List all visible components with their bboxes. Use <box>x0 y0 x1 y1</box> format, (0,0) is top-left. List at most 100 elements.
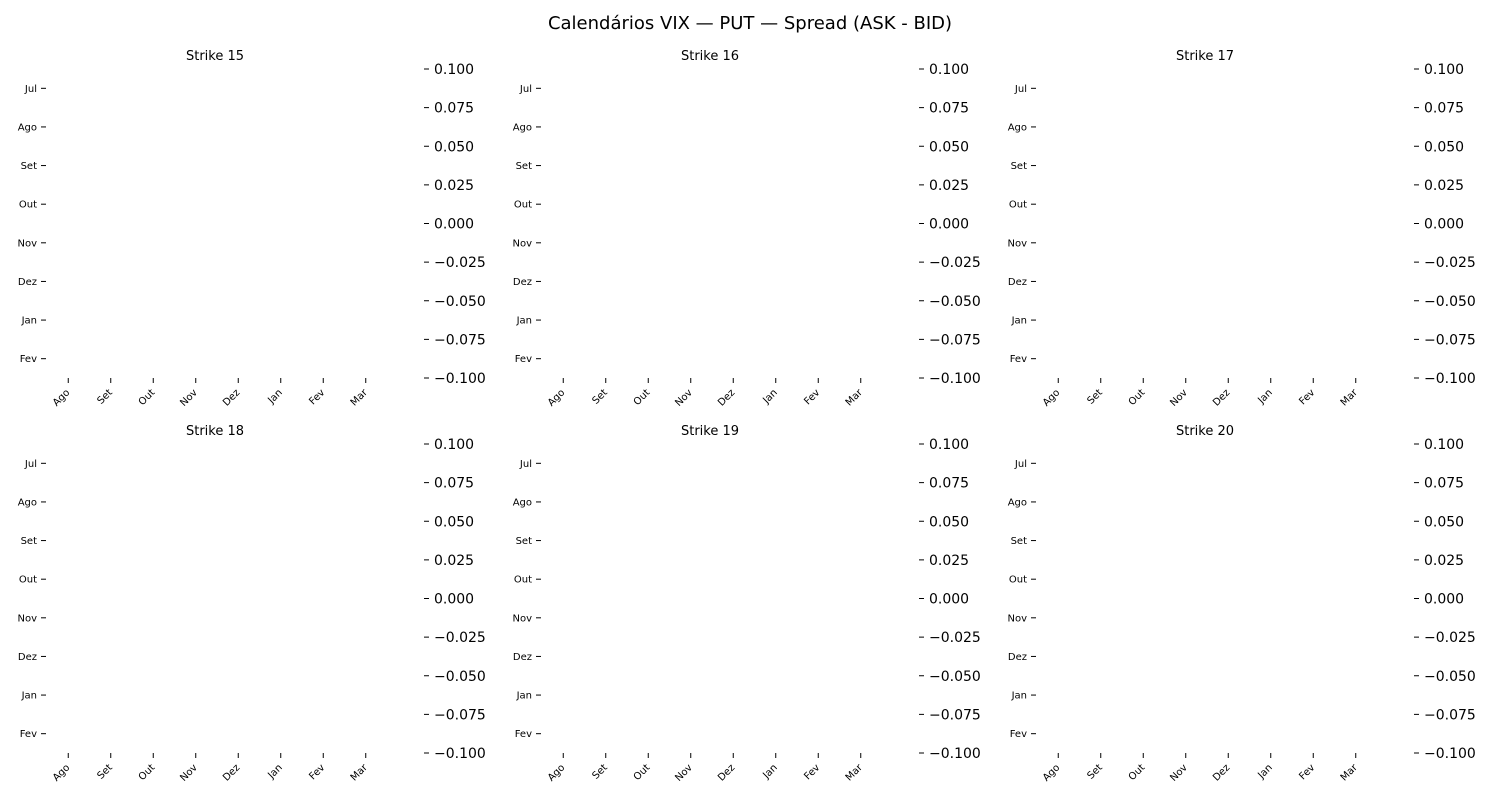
x-tick-label: Set <box>590 387 609 406</box>
x-tick-label: Nov <box>178 387 200 409</box>
colorbar-tick-label: −0.050 <box>929 669 981 685</box>
x-tick-label: Out <box>137 762 158 783</box>
colorbar-tick-label: 0.100 <box>929 437 969 453</box>
y-tick-label: Ago <box>18 497 37 508</box>
x-tick-label: Set <box>1085 387 1104 406</box>
x-tick-label: Out <box>137 387 158 408</box>
figure-title: Calendários VIX — PUT — Spread (ASK - BI… <box>547 13 953 34</box>
colorbar-tick-label: −0.025 <box>1424 255 1476 271</box>
x-tick-label: Jan <box>265 762 284 781</box>
y-tick-label: Out <box>1009 200 1027 211</box>
x-tick-label: Dez <box>716 762 737 783</box>
y-tick-label: Ago <box>1008 122 1027 133</box>
heatmap-panel-1: Strike 15 Jul Ago Set Out Nov Dez Jan Fev Ago Set O… <box>17 49 485 409</box>
y-tick-label: Out <box>514 200 532 211</box>
x-tick-label: Nov <box>178 762 200 784</box>
colorbar-tick-label: 0.050 <box>434 139 474 155</box>
y-tick-label: Dez <box>513 652 532 663</box>
colorbar-tick-label: −0.025 <box>434 255 486 271</box>
colorbar-tick-label: −0.075 <box>929 332 981 348</box>
y-tick-label: Out <box>1009 575 1027 586</box>
colorbar-tick-label: 0.075 <box>434 476 474 492</box>
colorbar-tick-label: 0.000 <box>929 217 969 233</box>
colorbar-tick-label: −0.025 <box>434 630 486 646</box>
colorbar-tick-label: 0.100 <box>1424 437 1464 453</box>
y-tick-label: Nov <box>1007 613 1027 624</box>
y-tick-label: Nov <box>17 238 37 249</box>
colorbar-tick-label: −0.075 <box>434 332 486 348</box>
colorbar-tick-label: 0.025 <box>434 553 474 569</box>
y-tick-label: Dez <box>513 277 532 288</box>
x-tick-label: Nov <box>673 762 695 784</box>
y-tick-label: Jul <box>1014 459 1027 470</box>
y-tick-label: Out <box>19 575 37 586</box>
colorbar-tick-label: 0.100 <box>434 437 474 453</box>
y-tick-label: Set <box>516 161 533 172</box>
y-tick-label: Jan <box>21 691 37 702</box>
colorbar-tick-label: 0.100 <box>1424 62 1464 78</box>
colorbar-tick-label: −0.025 <box>1424 630 1476 646</box>
colorbar-tick-label: −0.025 <box>929 255 981 271</box>
x-tick-label: Jan <box>1255 762 1274 781</box>
y-tick-label: Fev <box>1010 354 1027 365</box>
heatmap-panel-3: Strike 17 Jul Ago Set Out Nov Dez Jan Fev Ago Set O… <box>1007 49 1475 409</box>
y-tick-label: Ago <box>18 122 37 133</box>
x-tick-label: Mar <box>844 762 866 784</box>
y-tick-label: Jan <box>1011 691 1027 702</box>
x-tick-label: Out <box>1127 762 1148 783</box>
x-tick-label: Nov <box>673 387 695 409</box>
heatmap-panel-4: Strike 18 Jul Ago Set Out Nov Dez Jan Fev Ago Set O… <box>17 424 485 784</box>
x-tick-label: Ago <box>1041 387 1062 408</box>
y-tick-label: Ago <box>1008 497 1027 508</box>
colorbar-tick-label: −0.100 <box>929 371 981 387</box>
colorbar-tick-label: −0.100 <box>434 746 486 762</box>
y-tick-label: Jul <box>1014 84 1027 95</box>
colorbar-tick-label: 0.025 <box>929 553 969 569</box>
y-tick-label: Dez <box>18 277 37 288</box>
x-tick-label: Set <box>590 762 609 781</box>
colorbar-tick-label: −0.100 <box>434 371 486 387</box>
y-tick-label: Set <box>21 161 38 172</box>
y-tick-label: Jul <box>24 459 37 470</box>
panel-title: Strike 20 <box>1176 424 1234 439</box>
y-tick-label: Jul <box>519 84 532 95</box>
x-tick-label: Ago <box>51 762 72 783</box>
panel-title: Strike 17 <box>1176 49 1234 64</box>
x-tick-label: Mar <box>1339 387 1361 409</box>
x-tick-label: Mar <box>844 387 866 409</box>
x-tick-label: Fev <box>802 387 822 407</box>
panel-title: Strike 19 <box>681 424 739 439</box>
x-tick-label: Ago <box>51 387 72 408</box>
y-tick-label: Fev <box>515 354 532 365</box>
colorbar-tick-label: 0.100 <box>434 62 474 78</box>
x-tick-label: Jan <box>760 762 779 781</box>
colorbar-tick-label: 0.075 <box>929 476 969 492</box>
x-tick-label: Ago <box>1041 762 1062 783</box>
y-tick-label: Jul <box>24 84 37 95</box>
colorbar-tick-label: 0.000 <box>1424 592 1464 608</box>
x-tick-label: Ago <box>546 762 567 783</box>
heatmap-panel-2: Strike 16 Jul Ago Set Out Nov Dez Jan Fev Ago Set O… <box>512 49 980 409</box>
panel-title: Strike 15 <box>186 49 244 64</box>
colorbar-tick-label: 0.100 <box>929 62 969 78</box>
y-tick-label: Jan <box>21 316 37 327</box>
y-tick-label: Fev <box>515 729 532 740</box>
y-tick-label: Ago <box>513 122 532 133</box>
y-tick-label: Set <box>1011 536 1028 547</box>
colorbar-tick-label: −0.050 <box>434 294 486 310</box>
x-tick-label: Dez <box>221 762 242 783</box>
colorbar-tick-label: −0.075 <box>1424 707 1476 723</box>
panel-title: Strike 16 <box>681 49 739 64</box>
y-tick-label: Set <box>1011 161 1028 172</box>
x-tick-label: Jan <box>760 387 779 406</box>
colorbar-tick-label: −0.050 <box>1424 669 1476 685</box>
y-tick-label: Out <box>19 200 37 211</box>
x-tick-label: Out <box>632 387 653 408</box>
colorbar-tick-label: 0.075 <box>1424 476 1464 492</box>
colorbar-tick-label: 0.050 <box>929 139 969 155</box>
y-tick-label: Nov <box>17 613 37 624</box>
y-tick-label: Jan <box>516 691 532 702</box>
colorbar-tick-label: −0.050 <box>929 294 981 310</box>
y-tick-label: Jan <box>1011 316 1027 327</box>
